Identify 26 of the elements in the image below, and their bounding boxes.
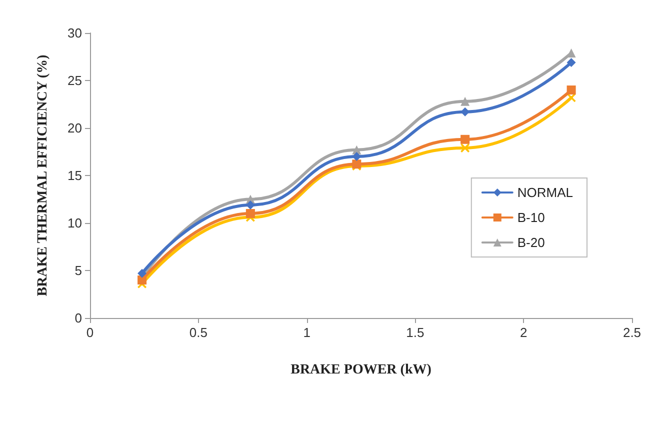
y-tick-label: 0	[74, 310, 82, 326]
legend-label: B-10	[517, 210, 545, 225]
x-tick-label: 2	[520, 325, 528, 340]
legend-label: B-20	[517, 235, 545, 250]
point	[138, 276, 147, 284]
x-tick-label: 1.5	[406, 325, 424, 340]
legend-label: NORMAL	[517, 185, 574, 200]
point	[246, 209, 255, 218]
x-axis-title: BRAKE POWER (kW)	[290, 362, 432, 378]
x-tick-label: 2.5	[622, 325, 642, 340]
point	[566, 58, 576, 67]
y-tick-label: 10	[68, 216, 82, 230]
point	[460, 134, 470, 144]
x-tick-label: 0.5	[189, 325, 208, 340]
y-axis-title: BRAKE THERMAL EFFICIENCY (%)	[36, 54, 50, 296]
y-tick-label: 20	[68, 120, 82, 136]
point	[460, 96, 470, 106]
y-tick-label: 15	[68, 168, 82, 183]
x-tick-label: 1	[303, 325, 310, 340]
y-tick-label: 5	[74, 263, 82, 278]
x-tick-label: 0	[86, 325, 94, 340]
y-tick-label: 30	[68, 26, 82, 40]
point	[460, 143, 470, 152]
point	[566, 86, 576, 94]
point	[138, 268, 147, 278]
y-tick-label: 25	[68, 73, 82, 88]
